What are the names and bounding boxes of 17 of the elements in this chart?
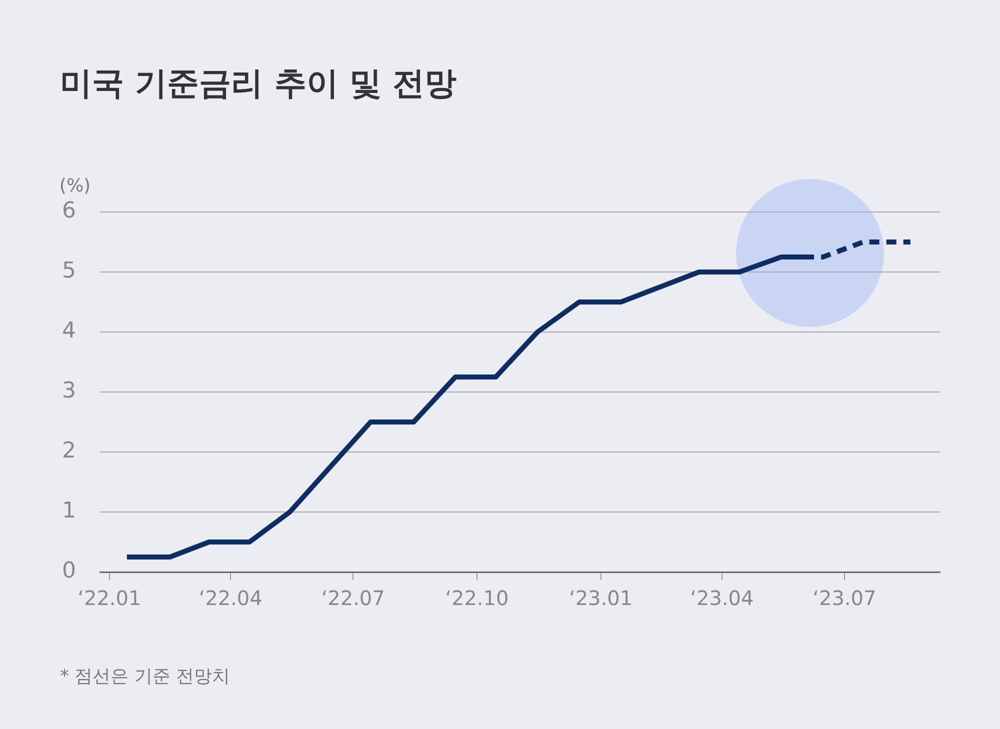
y-tick-label: 5 [62,258,76,284]
text: * 점선은 기준 전망치 [60,665,230,688]
y-tick-label: 2 [62,438,76,464]
chart-title: 미국 기준금리 추이 및 전망 [60,63,457,104]
x-tick-label: ‘22.01 [78,586,142,610]
x-tick-label: ‘22.10 [445,586,509,610]
y-tick-label: 1 [62,498,76,524]
y-axis-title: (%) [59,176,91,197]
x-tick-label: ‘22.04 [198,586,262,610]
x-tick-label: ‘23.01 [568,586,633,610]
y-tick-label: 0 [62,558,76,584]
y-tick-label: 4 [62,318,76,344]
x-tick-label: ‘23.07 [812,586,876,610]
y-tick-label: 6 [62,198,76,224]
x-tick-label: ‘22.07 [321,586,385,610]
y-tick-label: 3 [62,378,76,404]
x-tick-label: ‘23.04 [690,586,754,610]
